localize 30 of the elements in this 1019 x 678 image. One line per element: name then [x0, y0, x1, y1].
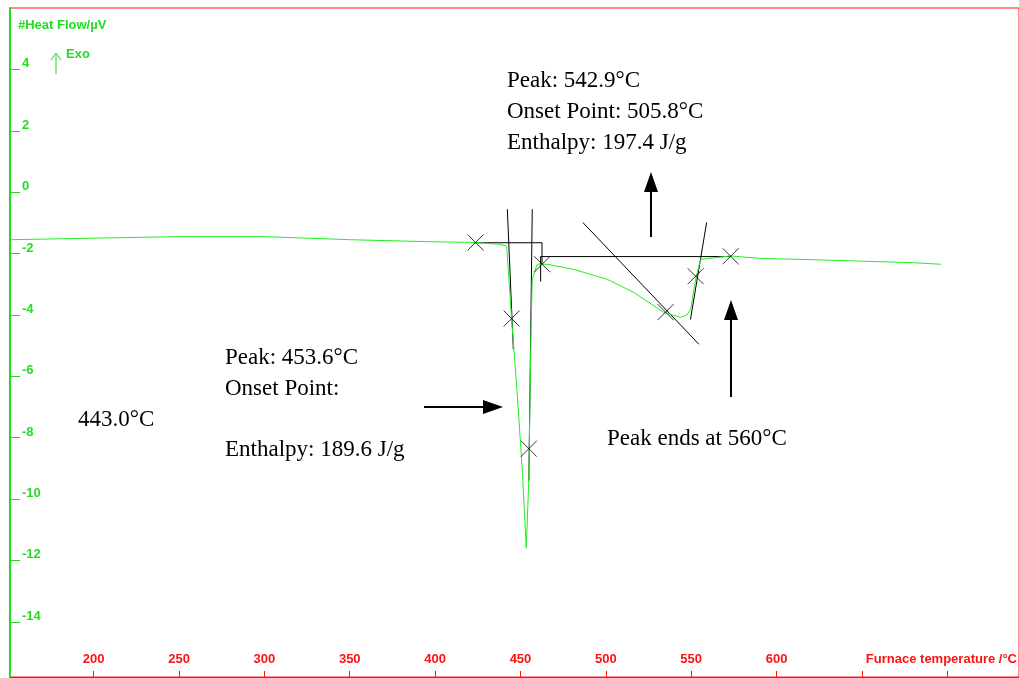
x-tick-label: 200	[82, 651, 105, 666]
y-tick-label: -10	[22, 485, 41, 501]
annotation: Onset Point: 505.8°C	[507, 98, 704, 123]
annotation: Exo	[66, 46, 90, 61]
y-axis-title: #Heat Flow/µV	[18, 17, 107, 32]
y-tick-label: -2	[22, 239, 34, 255]
y-tick-label: -8	[22, 423, 34, 439]
x-tick-label: 550	[680, 651, 703, 666]
annotation: Peak ends at 560°C	[607, 425, 787, 450]
x-tick-label: 500	[594, 651, 617, 666]
annotation: Enthalpy: 189.6 J/g	[225, 436, 406, 461]
y-tick-label: -4	[22, 300, 35, 316]
y-tick-label: 2	[22, 116, 30, 132]
x-tick-label: 450	[509, 651, 532, 666]
x-axis-title: Furnace temperature /°C	[865, 651, 1018, 666]
x-tick-label: 400	[424, 651, 446, 666]
x-tick-label: 300	[253, 651, 276, 666]
y-tick-label: -14	[22, 607, 42, 623]
annotation: 443.0°C	[78, 406, 155, 431]
y-tick-label: 4	[22, 55, 30, 71]
annotation: Onset Point:	[225, 375, 340, 400]
x-tick-label: 250	[168, 651, 190, 666]
x-tick-label: 600	[765, 651, 788, 666]
annotation: Enthalpy: 197.4 J/g	[507, 129, 688, 154]
y-tick-label: 0	[22, 178, 30, 194]
annotation: Peak: 453.6°C	[225, 344, 359, 369]
y-tick-label: -12	[22, 546, 41, 562]
x-tick-label: 350	[338, 651, 361, 666]
annotation: Peak: 542.9°C	[507, 67, 641, 92]
y-tick-label: -6	[22, 362, 34, 378]
